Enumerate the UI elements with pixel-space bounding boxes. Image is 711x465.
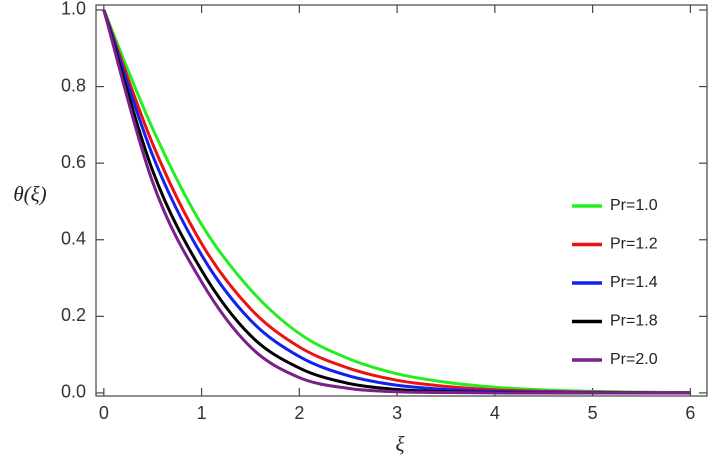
legend-label: Pr=1.4 <box>610 274 658 291</box>
legend-label: Pr=1.2 <box>610 236 658 253</box>
x-tick-label: 0 <box>99 403 109 423</box>
data-line <box>102 9 691 395</box>
x-tick-label: 3 <box>392 403 402 423</box>
data-line <box>102 9 691 395</box>
x-tick-label: 5 <box>588 403 598 423</box>
x-tick-label: 6 <box>685 403 695 423</box>
y-tick-label: 0.0 <box>61 382 86 402</box>
y-tick-label: 0.6 <box>61 152 86 172</box>
y-axis-title: θ(ξ) <box>13 182 46 206</box>
y-tick-label: 1.0 <box>61 0 86 19</box>
x-tick-label: 2 <box>294 403 304 423</box>
legend-label: Pr=1.8 <box>610 313 658 330</box>
legend-label: Pr=1.0 <box>610 197 658 214</box>
plot-frame <box>95 4 708 397</box>
x-tick-label: 4 <box>490 403 500 423</box>
y-tick-label: 0.4 <box>61 229 86 249</box>
y-tick-label: 0.2 <box>61 305 86 325</box>
x-axis-title: ξ <box>396 432 405 456</box>
y-tick-label: 0.8 <box>61 75 86 95</box>
data-line <box>102 9 691 395</box>
data-line <box>102 9 691 395</box>
x-tick-label: 1 <box>197 403 207 423</box>
legend-label: Pr=2.0 <box>610 351 658 368</box>
data-line <box>102 9 691 395</box>
